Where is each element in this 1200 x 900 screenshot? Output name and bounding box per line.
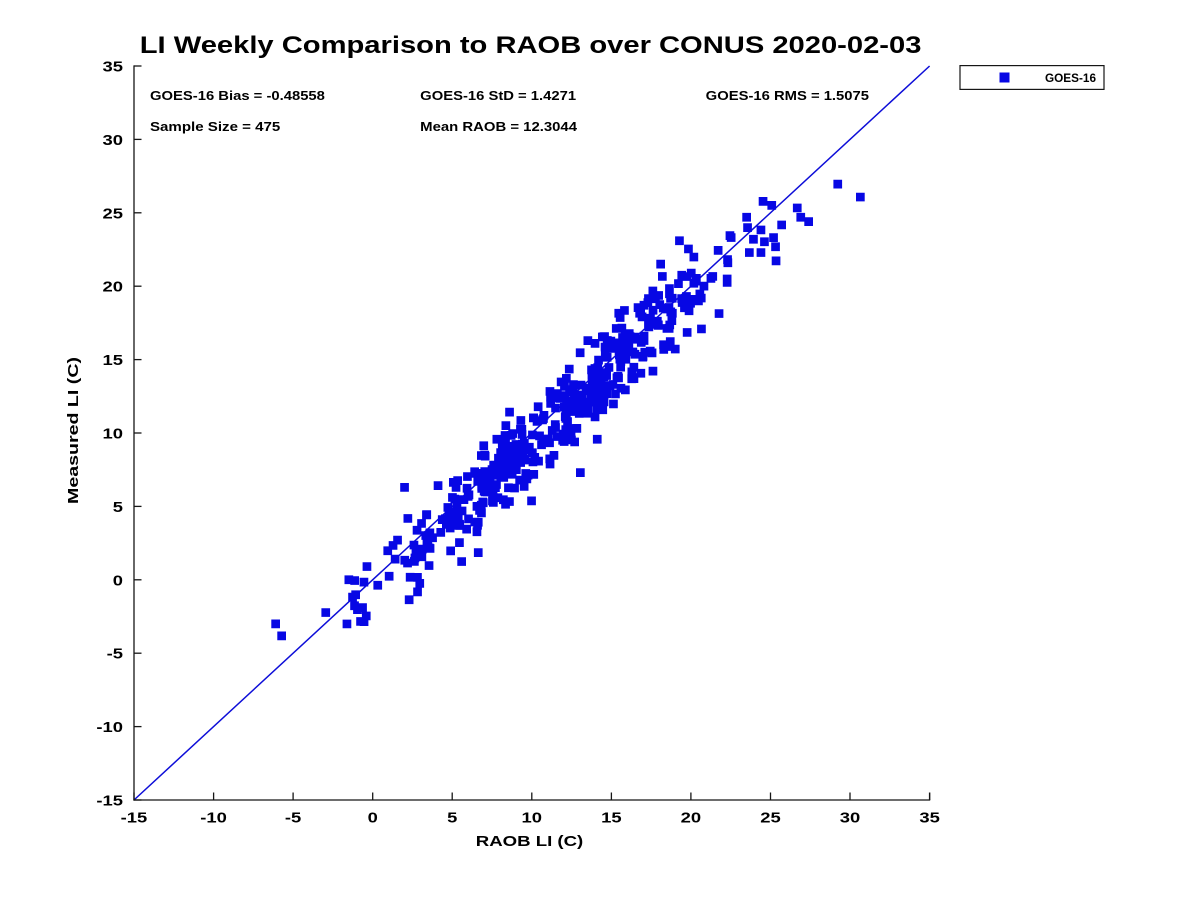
svg-text:RAOB LI (C): RAOB LI (C) (476, 833, 584, 850)
svg-text:-10: -10 (200, 810, 227, 827)
svg-text:-10: -10 (96, 719, 123, 736)
svg-text:-15: -15 (96, 793, 123, 810)
svg-text:Measured LI (C): Measured LI (C) (65, 357, 82, 504)
svg-text:Mean RAOB = 12.3044: Mean RAOB = 12.3044 (420, 119, 578, 134)
svg-text:-5: -5 (285, 810, 301, 827)
svg-text:GOES-16: GOES-16 (1045, 73, 1096, 85)
svg-text:10: 10 (522, 810, 543, 827)
svg-text:15: 15 (601, 810, 622, 827)
svg-text:GOES-16 StD = 1.4271: GOES-16 StD = 1.4271 (420, 88, 576, 103)
svg-text:30: 30 (103, 132, 124, 149)
svg-text:15: 15 (103, 352, 124, 369)
svg-text:Sample Size = 475: Sample Size = 475 (150, 119, 280, 134)
svg-text:20: 20 (103, 279, 124, 296)
svg-text:20: 20 (681, 810, 702, 827)
svg-text:0: 0 (368, 810, 378, 827)
svg-text:25: 25 (760, 810, 781, 827)
svg-text:-15: -15 (121, 810, 148, 827)
svg-text:LI Weekly Comparison to RAOB o: LI Weekly Comparison to RAOB over CONUS … (140, 32, 922, 59)
svg-text:GOES-16 Bias = -0.48558: GOES-16 Bias = -0.48558 (150, 88, 325, 103)
svg-text:-5: -5 (107, 646, 123, 663)
svg-text:35: 35 (103, 59, 124, 76)
svg-text:5: 5 (447, 810, 457, 827)
svg-text:0: 0 (113, 572, 123, 589)
svg-text:10: 10 (103, 426, 124, 443)
svg-text:30: 30 (840, 810, 861, 827)
svg-text:35: 35 (919, 810, 940, 827)
svg-text:5: 5 (113, 499, 123, 516)
svg-text:GOES-16 RMS = 1.5075: GOES-16 RMS = 1.5075 (706, 88, 869, 103)
svg-text:25: 25 (103, 205, 124, 222)
